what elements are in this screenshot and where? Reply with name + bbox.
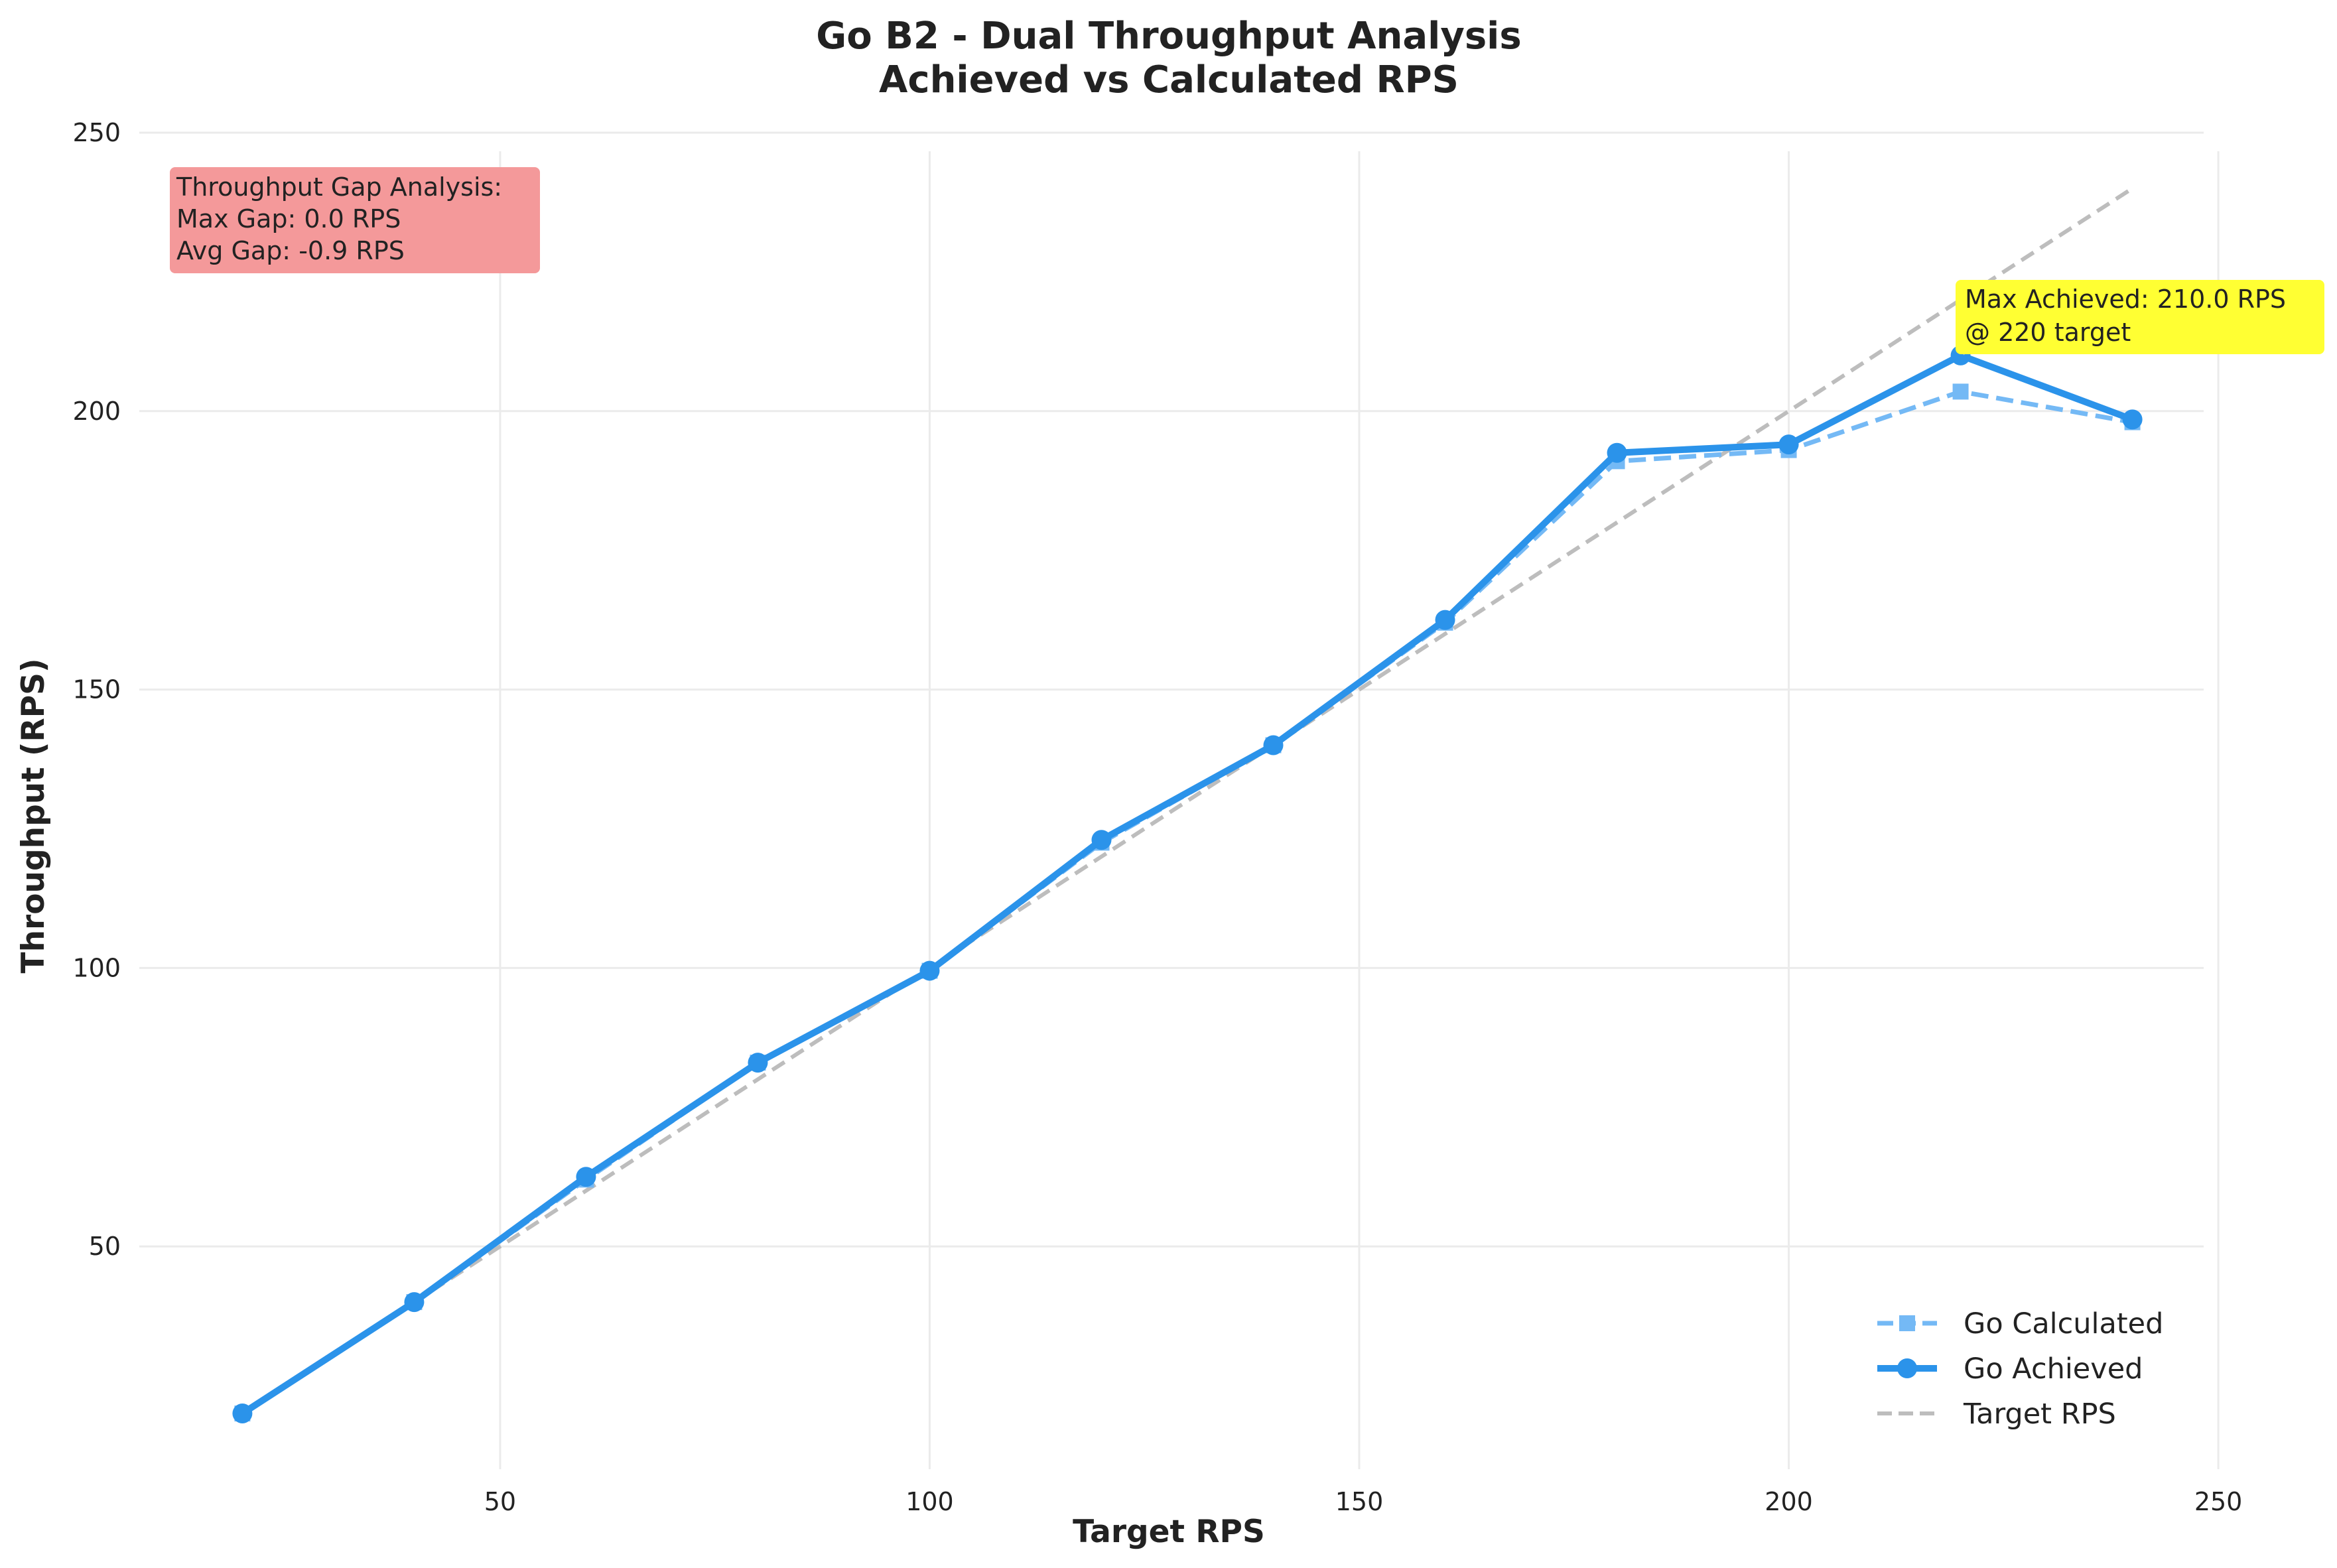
y-tick-label-150: 150 [72,675,121,704]
x-tick-label-150: 150 [1335,1487,1384,1516]
legend: Go Calculated Go Achieved Target RPS [1877,1307,2163,1431]
max-achieved-annotation: Max Achieved: 210.0 RPS @ 220 target [1956,280,2324,356]
point-go-achieved-20 [232,1404,253,1424]
x-tick-label-250: 250 [2194,1487,2243,1516]
x-tick-label-200: 200 [1765,1487,1813,1516]
grid [139,131,2220,1469]
y-tick-label-200: 200 [72,397,121,426]
max-achieved-background [1956,280,2324,354]
max-achieved-line-1: Max Achieved: 210.0 RPS [1965,285,2286,314]
series [232,186,2143,1424]
gap-analysis-title: Throughput Gap Analysis: [176,172,502,202]
legend-label-target-rps: Target RPS [1963,1398,2116,1431]
x-axis-label: Target RPS [1073,1514,1265,1550]
max-achieved-line-2: @ 220 target [1965,318,2131,347]
point-go-achieved-180 [1607,442,1627,463]
gap-analysis-box: Throughput Gap Analysis: Max Gap: 0.0 RP… [170,167,540,273]
tick-labels: 50 100 150 200 250 50 100 150 200 250 [72,118,2242,1516]
series-line-go-achieved [240,352,2134,1417]
chart-title: Go B2 - Dual Throughput Analysis [816,15,1521,58]
y-tick-label-50: 50 [89,1232,121,1261]
gap-analysis-avg-gap: Avg Gap: -0.9 RPS [176,236,405,265]
legend-label-go-achieved: Go Achieved [1964,1352,2143,1386]
legend-marker-go-calculated [1899,1315,1915,1331]
point-go-achieved-120 [1091,830,1112,850]
point-go-achieved-200 [1778,434,1799,455]
point-go-achieved-100 [919,960,940,981]
gap-analysis-max-gap: Max Gap: 0.0 RPS [176,204,401,233]
chart-subtitle: Achieved vs Calculated RPS [879,58,1459,101]
series-line-target-rps [241,186,2134,1415]
point-go-achieved-60 [576,1167,596,1187]
point-go-calculated-220 [1952,383,1969,400]
legend-item-go-calculated: Go Calculated [1877,1307,2163,1340]
y-tick-label-250: 250 [72,118,121,147]
legend-item-target-rps: Target RPS [1877,1398,2116,1431]
x-tick-label-100: 100 [905,1487,954,1516]
y-tick-label-100: 100 [72,953,121,982]
legend-item-go-achieved: Go Achieved [1877,1352,2143,1386]
y-axis-label: Throughput (RPS) [15,659,52,974]
x-tick-label-50: 50 [484,1487,516,1516]
point-go-achieved-240 [2122,409,2143,430]
legend-marker-go-achieved [1897,1358,1917,1378]
point-go-achieved-160 [1435,610,1455,630]
point-go-achieved-80 [748,1053,768,1073]
point-go-achieved-140 [1263,735,1284,755]
point-go-achieved-40 [404,1292,425,1313]
legend-label-go-calculated: Go Calculated [1964,1307,2163,1340]
gap-analysis-background [170,167,540,273]
